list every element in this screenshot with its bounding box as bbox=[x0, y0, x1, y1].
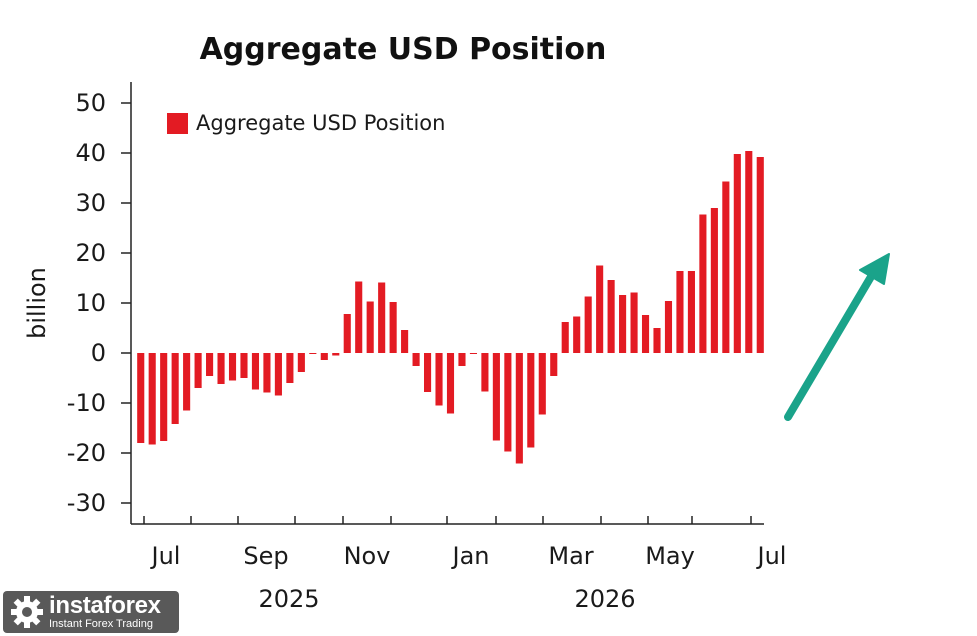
bar bbox=[389, 302, 397, 353]
bar bbox=[297, 353, 305, 372]
bar bbox=[194, 353, 202, 388]
bar bbox=[424, 353, 432, 392]
bar bbox=[401, 330, 409, 353]
legend: Aggregate USD Position bbox=[167, 111, 445, 135]
bar bbox=[137, 353, 145, 443]
x-tick-label: Jan bbox=[451, 542, 490, 570]
bar bbox=[687, 271, 695, 353]
bar bbox=[217, 353, 225, 384]
bar bbox=[309, 353, 317, 354]
bar bbox=[286, 353, 294, 383]
bar bbox=[412, 353, 420, 366]
watermark-tagline: Instant Forex Trading bbox=[49, 618, 153, 630]
instaforex-watermark: instaforex Instant Forex Trading bbox=[3, 591, 179, 633]
legend-swatch bbox=[167, 113, 188, 134]
bar bbox=[469, 353, 477, 354]
y-tick-label: 10 bbox=[75, 289, 106, 317]
trend-arrow bbox=[784, 253, 890, 421]
bar bbox=[619, 295, 627, 353]
bar bbox=[366, 301, 374, 353]
bar bbox=[183, 353, 191, 411]
chart-title: Aggregate USD Position bbox=[199, 32, 607, 67]
bar bbox=[596, 265, 604, 353]
y-tick-label: 50 bbox=[75, 89, 106, 117]
bar bbox=[607, 280, 615, 353]
bar bbox=[492, 353, 500, 441]
bar-series bbox=[137, 151, 764, 464]
y-tick-label: 20 bbox=[75, 239, 106, 267]
bar bbox=[274, 353, 282, 396]
bar bbox=[676, 271, 684, 353]
watermark-brand: instaforex bbox=[49, 592, 161, 619]
bar bbox=[630, 292, 638, 353]
bar bbox=[573, 316, 581, 353]
bar bbox=[504, 353, 512, 452]
bar bbox=[378, 282, 386, 353]
bar bbox=[458, 353, 466, 366]
x-year-label: 2025 bbox=[258, 585, 319, 613]
bar bbox=[332, 353, 340, 356]
bar bbox=[343, 314, 351, 353]
y-tick-label: 40 bbox=[75, 139, 106, 167]
bar bbox=[206, 353, 214, 376]
bar bbox=[251, 353, 260, 390]
bar bbox=[481, 353, 489, 392]
bar bbox=[515, 353, 523, 464]
bar bbox=[584, 296, 592, 353]
bar bbox=[733, 154, 741, 353]
x-tick-label: Jul bbox=[756, 542, 787, 570]
bar bbox=[320, 353, 328, 360]
x-tick-label: Mar bbox=[548, 542, 593, 570]
bar bbox=[446, 353, 455, 414]
bar bbox=[527, 353, 535, 448]
y-tick-label: -30 bbox=[67, 489, 106, 517]
bar bbox=[561, 322, 569, 353]
y-tick-label: -20 bbox=[67, 439, 106, 467]
y-tick-label: 0 bbox=[91, 339, 106, 367]
bar bbox=[435, 353, 443, 406]
bar bbox=[160, 353, 168, 441]
bar bbox=[550, 353, 558, 376]
bar bbox=[756, 157, 764, 353]
bar bbox=[171, 353, 179, 424]
bar bbox=[653, 328, 661, 353]
y-tick-label: 30 bbox=[75, 189, 106, 217]
bar bbox=[228, 353, 237, 381]
x-tick-label: Sep bbox=[243, 542, 288, 570]
bar bbox=[745, 151, 753, 353]
bar bbox=[263, 353, 271, 393]
x-tick-label: Jul bbox=[150, 542, 181, 570]
y-tick-label: -10 bbox=[67, 389, 106, 417]
bar bbox=[240, 353, 248, 378]
x-tick-label: Nov bbox=[344, 542, 391, 570]
bar bbox=[641, 315, 650, 353]
legend-label: Aggregate USD Position bbox=[196, 111, 445, 135]
bar bbox=[148, 353, 156, 445]
bar bbox=[710, 208, 718, 353]
bar bbox=[355, 281, 363, 353]
bar bbox=[699, 214, 707, 353]
x-tick-label: May bbox=[645, 542, 695, 570]
bar bbox=[664, 301, 673, 353]
y-axis-label: billion bbox=[23, 267, 51, 339]
bar bbox=[722, 181, 730, 353]
x-year-label: 2026 bbox=[574, 585, 635, 613]
gear-logo-icon bbox=[11, 596, 43, 628]
bar bbox=[538, 353, 546, 415]
